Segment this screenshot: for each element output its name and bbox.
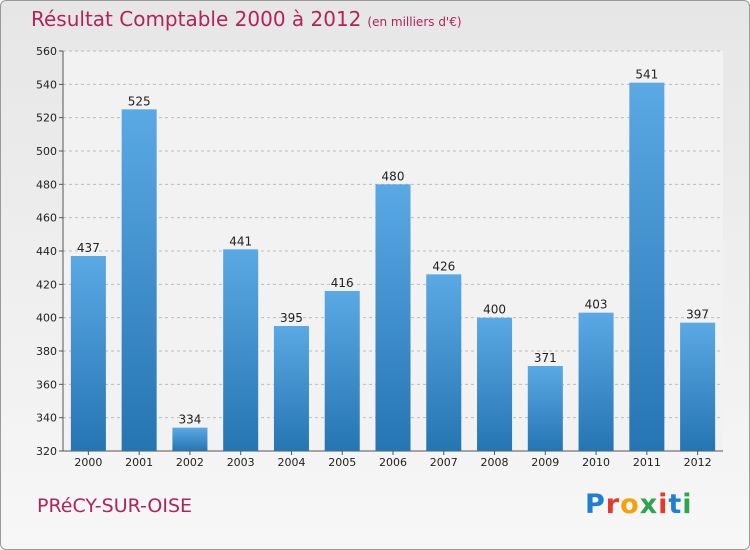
data-label: 403	[585, 298, 608, 312]
bar	[172, 427, 208, 451]
y-tick-label: 540	[36, 78, 57, 91]
x-tick-label: 2001	[125, 456, 153, 469]
x-tick-label: 2006	[379, 456, 407, 469]
x-tick-label: 2007	[430, 456, 458, 469]
y-tick-label: 400	[36, 312, 57, 325]
data-label: 525	[128, 94, 151, 108]
logo-letter: i	[658, 489, 669, 520]
x-tick-label: 2011	[633, 456, 661, 469]
data-label: 334	[178, 413, 201, 427]
y-tick-label: 440	[36, 245, 57, 258]
data-label: 395	[280, 311, 303, 325]
x-tick-label: 2009	[531, 456, 559, 469]
logo-letter: P	[585, 489, 606, 520]
y-tick-label: 320	[36, 445, 57, 458]
y-tick-label: 420	[36, 278, 57, 291]
chart-title-text: Résultat Comptable 2000 à 2012	[31, 7, 362, 31]
proxiti-logo[interactable]: Proxiti	[585, 489, 693, 520]
x-tick-label: 2010	[582, 456, 610, 469]
bar	[273, 326, 309, 451]
logo-letter: o	[620, 489, 640, 520]
logo-letter: x	[639, 489, 659, 520]
data-label: 397	[686, 308, 709, 322]
logo-letter: t	[668, 489, 683, 520]
data-label: 441	[229, 234, 252, 248]
x-tick-label: 2004	[277, 456, 305, 469]
chart-title: Résultat Comptable 2000 à 2012 (en millie…	[31, 7, 462, 31]
y-tick-label: 560	[36, 45, 57, 58]
data-label: 541	[635, 68, 658, 82]
bar	[578, 312, 614, 451]
x-tick-label: 2003	[227, 456, 255, 469]
bar	[121, 109, 157, 451]
y-tick-label: 360	[36, 378, 57, 391]
x-tick-label: 2012	[684, 456, 712, 469]
data-label: 480	[382, 169, 405, 183]
chart-subtitle: (en milliers d'€)	[367, 15, 462, 29]
logo-letter: i	[682, 489, 693, 520]
y-tick-label: 500	[36, 145, 57, 158]
bar	[477, 317, 513, 451]
bar	[527, 366, 563, 451]
data-label: 426	[432, 259, 455, 273]
y-tick-label: 340	[36, 412, 57, 425]
x-tick-label: 2000	[74, 456, 102, 469]
bar	[70, 256, 106, 451]
bar	[324, 291, 360, 451]
bar	[223, 249, 259, 451]
bar	[426, 274, 462, 451]
data-label: 437	[77, 241, 100, 255]
bar	[629, 82, 665, 452]
data-label: 400	[483, 303, 506, 317]
y-tick-label: 460	[36, 212, 57, 225]
commune-name: PRéCY-SUR-OISE	[37, 495, 193, 517]
y-tick-label: 520	[36, 112, 57, 125]
bar	[375, 184, 411, 452]
y-tick-label: 380	[36, 345, 57, 358]
x-tick-label: 2005	[328, 456, 356, 469]
x-tick-label: 2008	[481, 456, 509, 469]
data-label: 371	[534, 351, 557, 365]
y-tick-label: 480	[36, 178, 57, 191]
logo-letter: r	[605, 489, 621, 520]
data-label: 416	[331, 276, 354, 290]
x-tick-label: 2002	[176, 456, 204, 469]
bar	[680, 322, 716, 451]
